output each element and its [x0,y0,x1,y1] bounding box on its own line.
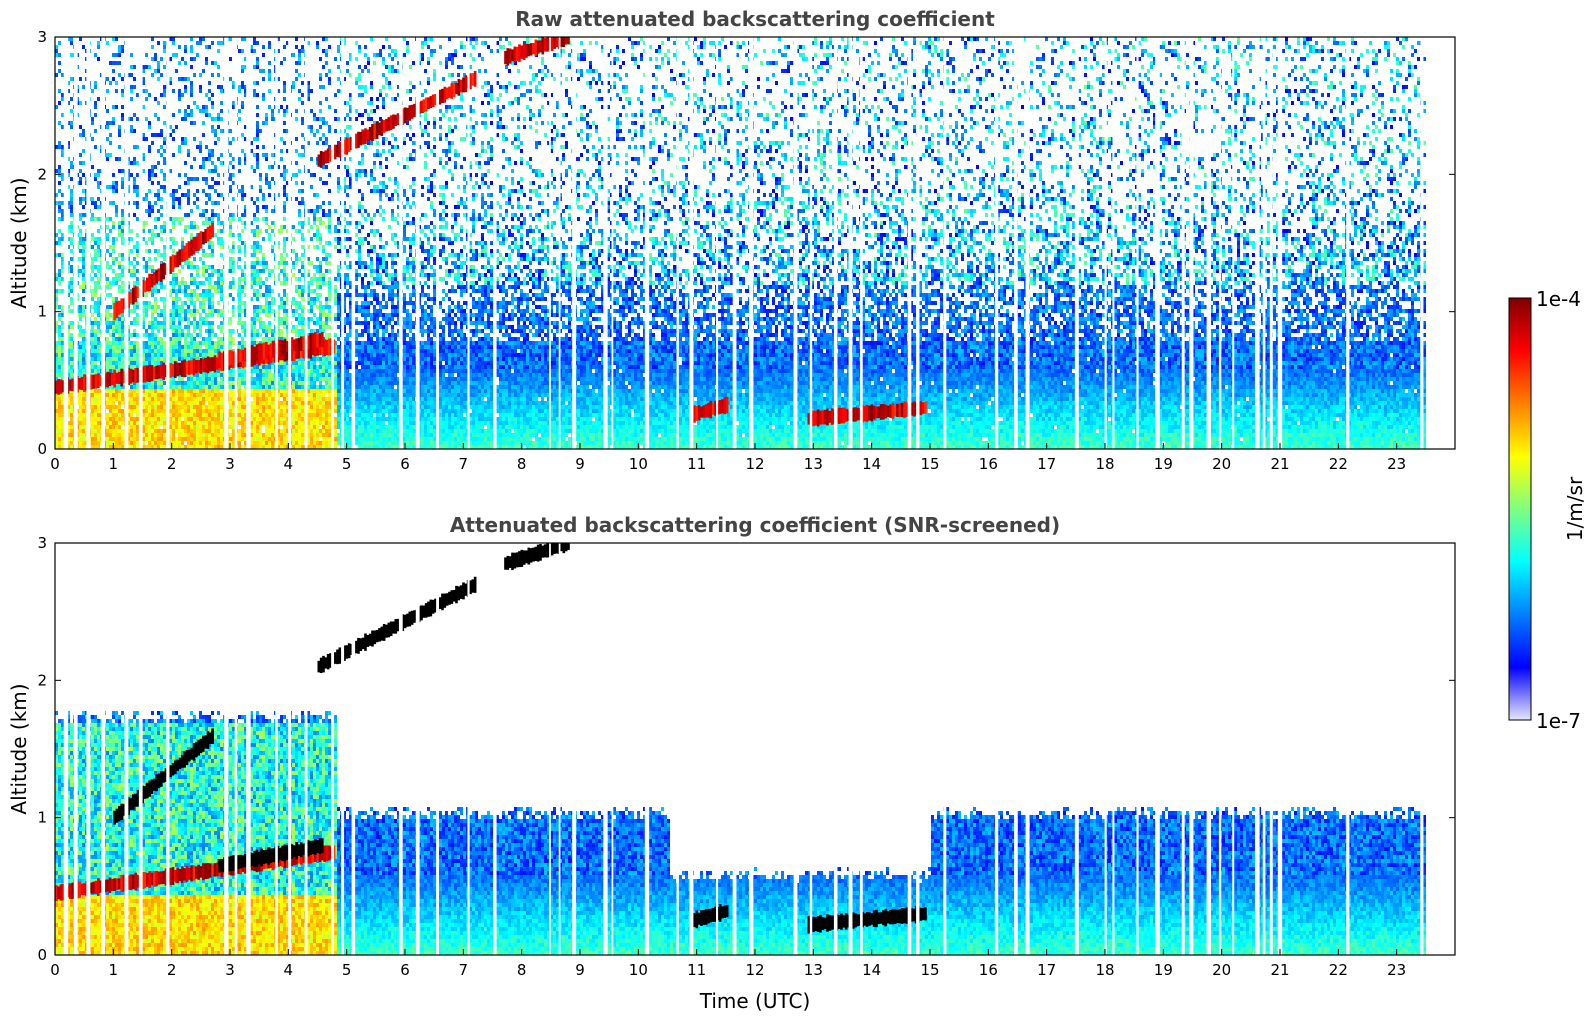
x-tick-label: 12 [745,455,764,473]
colorbar: 1e-4 1e-7 1/m/sr [1509,287,1587,733]
x-tick-label: 8 [517,455,527,473]
x-tick-label: 12 [745,961,764,979]
colorbar-min-label: 1e-7 [1536,709,1581,733]
x-tick-label: 16 [979,961,998,979]
y-tick-label: 2 [37,671,47,689]
y-tick-label: 1 [37,809,47,827]
panel-snr-screened: Attenuated backscattering coefficient (S… [7,513,1455,979]
x-tick-label: 20 [1212,961,1231,979]
x-tick-label: 19 [1154,455,1173,473]
x-tick-label: 20 [1212,455,1231,473]
x-tick-label: 22 [1329,961,1348,979]
x-tick-label: 0 [50,455,60,473]
y-axis-label: Altitude (km) [7,177,31,308]
x-tick-label: 9 [575,455,585,473]
x-tick-label: 8 [517,961,527,979]
x-tick-label: 6 [400,455,410,473]
heatmap-area [55,537,1426,955]
x-tick-label: 7 [459,455,469,473]
x-tick-label: 4 [284,455,294,473]
panel-title: Raw attenuated backscattering coefficien… [515,7,995,31]
x-tick-label: 3 [225,455,235,473]
y-tick-label: 3 [37,28,47,46]
x-tick-label: 1 [109,961,119,979]
x-tick-label: 17 [1037,961,1056,979]
x-tick-label: 16 [979,455,998,473]
x-tick-label: 1 [109,455,119,473]
x-axis-label: Time (UTC) [699,989,811,1013]
panel-raw: Raw attenuated backscattering coefficien… [7,7,1455,473]
x-tick-label: 21 [1270,455,1289,473]
y-tick-label: 0 [37,440,47,458]
x-tick-label: 17 [1037,455,1056,473]
y-tick-label: 3 [37,534,47,552]
x-tick-label: 4 [284,961,294,979]
x-tick-label: 13 [804,961,823,979]
x-tick-label: 5 [342,961,352,979]
x-tick-label: 15 [920,455,939,473]
y-tick-label: 0 [37,946,47,964]
colorbar-max-label: 1e-4 [1536,287,1581,311]
x-tick-label: 18 [1095,961,1114,979]
x-tick-label: 18 [1095,455,1114,473]
x-tick-label: 15 [920,961,939,979]
x-tick-label: 11 [687,455,706,473]
x-tick-label: 0 [50,961,60,979]
x-tick-label: 9 [575,961,585,979]
x-tick-label: 3 [225,961,235,979]
x-tick-label: 7 [459,961,469,979]
panel-title: Attenuated backscattering coefficient (S… [450,513,1060,537]
x-tick-label: 6 [400,961,410,979]
x-tick-label: 23 [1387,961,1406,979]
x-tick-label: 10 [629,961,648,979]
x-tick-label: 11 [687,961,706,979]
x-tick-label: 19 [1154,961,1173,979]
y-axis-label: Altitude (km) [7,683,31,814]
colorbar-scale [1509,298,1531,720]
x-tick-label: 22 [1329,455,1348,473]
x-tick-label: 5 [342,455,352,473]
x-tick-label: 13 [804,455,823,473]
x-tick-label: 14 [862,455,881,473]
heatmap-area [55,31,1426,449]
y-tick-label: 2 [37,165,47,183]
x-tick-label: 2 [167,961,177,979]
x-tick-label: 10 [629,455,648,473]
y-tick-label: 1 [37,303,47,321]
x-tick-label: 23 [1387,455,1406,473]
x-tick-label: 21 [1270,961,1289,979]
colorbar-unit-label: 1/m/sr [1563,476,1587,541]
x-tick-label: 14 [862,961,881,979]
x-tick-label: 2 [167,455,177,473]
